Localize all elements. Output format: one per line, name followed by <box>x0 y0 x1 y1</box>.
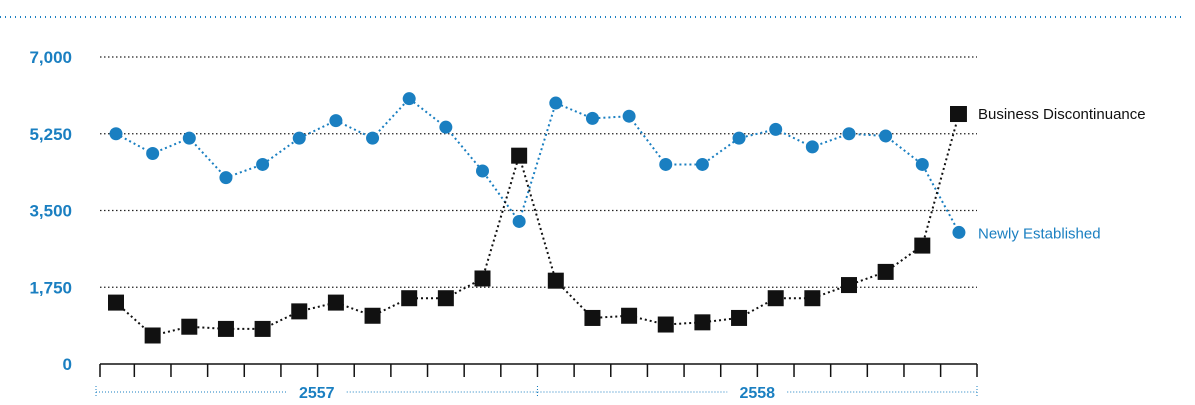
data-point <box>877 263 894 280</box>
series-layer <box>108 92 967 344</box>
data-point <box>585 111 599 125</box>
data-point <box>657 316 674 333</box>
series-line <box>115 113 960 337</box>
data-point <box>767 290 784 307</box>
data-point <box>804 290 821 307</box>
data-point <box>146 146 160 160</box>
data-point <box>144 327 161 344</box>
x-axis: 2557 2558 <box>95 363 978 402</box>
data-point <box>732 131 746 145</box>
data-point <box>841 277 857 294</box>
series-label: Business Discontinuance <box>978 106 1146 123</box>
year-label: 2557 <box>299 385 335 400</box>
data-point <box>769 122 783 136</box>
gridlines: 0 1,750 3,500 5,250 7,000 <box>29 48 977 374</box>
y-tick-label: 3,500 <box>29 202 72 221</box>
data-point <box>914 237 931 254</box>
year-label: 2558 <box>739 385 775 400</box>
data-point <box>622 109 636 123</box>
y-tick-label: 0 <box>63 355 72 374</box>
data-point <box>474 270 491 287</box>
series-label: Newly Established <box>978 225 1101 242</box>
data-point <box>182 131 196 145</box>
data-point <box>217 320 234 337</box>
data-point <box>439 120 453 134</box>
data-point <box>291 303 308 320</box>
data-point <box>402 92 416 106</box>
data-point <box>109 127 123 141</box>
data-point <box>329 114 343 128</box>
data-point <box>366 131 380 145</box>
data-point <box>842 127 856 141</box>
series-line <box>115 97 960 233</box>
data-point <box>512 214 526 228</box>
data-point <box>584 309 601 326</box>
data-point <box>437 290 454 307</box>
data-point <box>219 171 233 185</box>
y-tick-label: 5,250 <box>29 125 72 144</box>
data-point <box>547 272 564 289</box>
data-point <box>879 129 893 143</box>
data-point <box>256 157 270 171</box>
data-point <box>254 320 271 337</box>
data-point <box>549 96 563 110</box>
data-point <box>327 294 344 311</box>
data-point <box>805 140 819 154</box>
data-point <box>621 307 638 324</box>
y-tick-label: 7,000 <box>29 48 72 67</box>
data-point <box>401 290 418 307</box>
series-labels: Newly Established Business Discontinuance <box>950 106 1146 242</box>
legend-marker <box>950 106 966 123</box>
data-point <box>659 157 673 171</box>
data-point <box>181 318 198 335</box>
data-point <box>511 147 528 164</box>
data-point <box>476 164 489 178</box>
data-point <box>952 225 966 239</box>
data-point <box>694 314 711 331</box>
data-point <box>108 294 124 311</box>
data-point <box>364 307 381 324</box>
data-point <box>731 309 748 326</box>
data-point <box>695 157 709 171</box>
y-tick-label: 1,750 <box>29 278 72 297</box>
data-point <box>292 131 306 145</box>
data-point <box>915 157 929 171</box>
